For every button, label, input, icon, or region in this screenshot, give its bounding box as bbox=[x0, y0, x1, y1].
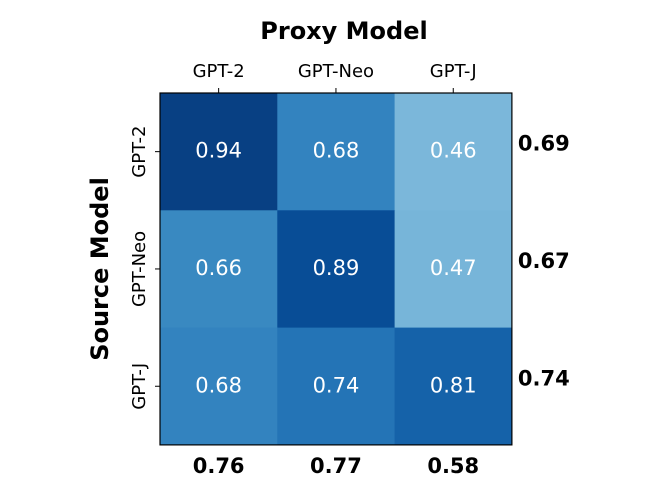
heatmap-cell bbox=[277, 327, 396, 446]
x-tick-label: GPT-J bbox=[430, 61, 477, 82]
heatmap-cell bbox=[160, 327, 278, 446]
col-mean-label: 0.77 bbox=[310, 454, 362, 478]
cell-label: 0.47 bbox=[430, 256, 477, 280]
heatmap-cell bbox=[277, 93, 396, 211]
cell-label: 0.46 bbox=[430, 139, 477, 163]
cell-label: 0.68 bbox=[195, 373, 242, 397]
cell-label: 0.74 bbox=[313, 373, 360, 397]
heatmap-cell bbox=[160, 210, 278, 329]
y-axis-title: Source Model bbox=[86, 177, 114, 361]
cell-label: 0.66 bbox=[195, 256, 242, 280]
row-mean-label: 0.67 bbox=[518, 249, 570, 273]
x-tick-label: GPT-2 bbox=[193, 61, 245, 82]
heatmap-cell bbox=[394, 93, 513, 211]
heatmap-cell bbox=[277, 210, 396, 329]
heatmap-cell bbox=[394, 210, 513, 329]
cell-label: 0.81 bbox=[430, 373, 477, 397]
cell-label: 0.89 bbox=[313, 256, 360, 280]
row-mean-label: 0.69 bbox=[518, 132, 570, 156]
cell-label: 0.68 bbox=[313, 139, 360, 163]
heatmap-cell bbox=[394, 327, 513, 446]
col-mean-label: 0.58 bbox=[427, 454, 479, 478]
y-tick-label: GPT-Neo bbox=[129, 231, 150, 307]
col-mean-label: 0.76 bbox=[193, 454, 245, 478]
cell-label: 0.94 bbox=[195, 139, 242, 163]
x-tick-label: GPT-Neo bbox=[298, 61, 374, 82]
y-tick-label: GPT-J bbox=[129, 363, 150, 410]
y-tick-label: GPT-2 bbox=[129, 126, 150, 178]
heatmap-cell bbox=[160, 93, 278, 211]
x-axis-title: Proxy Model bbox=[260, 17, 427, 45]
row-mean-label: 0.74 bbox=[518, 366, 570, 390]
